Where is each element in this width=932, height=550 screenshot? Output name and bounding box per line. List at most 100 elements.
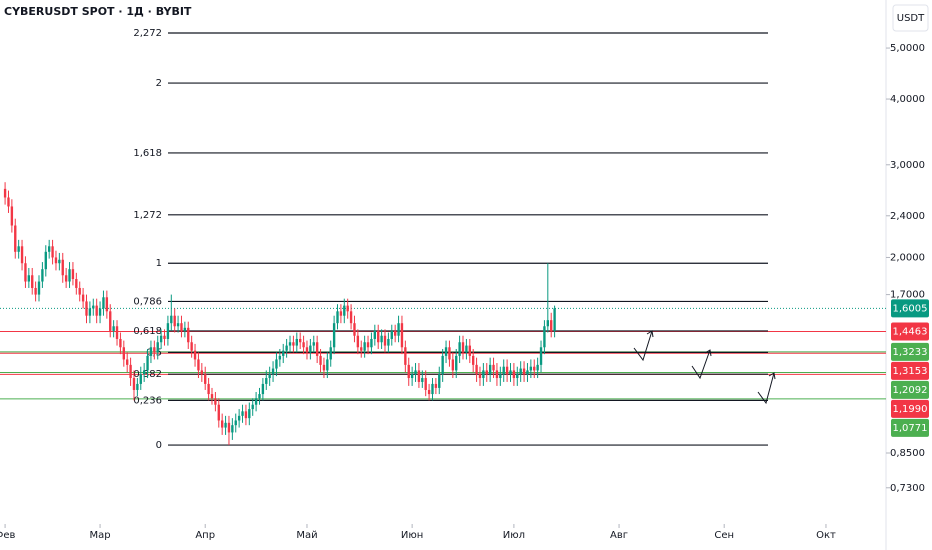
candle-body [34, 287, 37, 295]
candle-body [339, 311, 343, 316]
candle-body [210, 394, 214, 399]
currency-button[interactable] [892, 4, 929, 32]
candle-body [539, 347, 543, 365]
x-tick-label: Апр [195, 530, 215, 541]
y-tick-label: 5,0000 [890, 43, 925, 54]
candle-body [51, 246, 54, 258]
candle-body [153, 347, 156, 353]
candle-body [20, 246, 24, 264]
candle-body [214, 398, 217, 405]
candle-body [478, 374, 482, 379]
candle-body [58, 259, 61, 264]
candle-body [88, 308, 92, 316]
candle-body [465, 345, 468, 353]
candle-body [285, 345, 288, 351]
arrow-path [633, 330, 653, 362]
candle-body [129, 364, 132, 379]
currency-label[interactable]: USDT [897, 13, 925, 24]
candle-body [248, 409, 251, 419]
candle-body [482, 370, 485, 379]
candle-body [163, 335, 166, 339]
candle-body [309, 345, 312, 353]
candle-body [356, 335, 360, 348]
price-badge-label: 1,1990 [893, 404, 928, 415]
candle-body [475, 364, 478, 375]
candle-body [461, 342, 465, 353]
candle-body [526, 370, 529, 375]
candle-body [200, 370, 204, 375]
candle-body [112, 326, 115, 331]
fib-label: 2,272 [133, 28, 162, 39]
x-tick-label: Мар [90, 530, 111, 541]
candle-body [37, 281, 41, 295]
candle-body [434, 383, 438, 388]
candle-body [380, 335, 383, 343]
candle-body [305, 347, 309, 353]
candle-body [288, 342, 292, 346]
price-badge [891, 380, 929, 399]
candle-body [126, 359, 129, 365]
candle-body [78, 287, 81, 295]
fib-layer: 2,27221,6181,27210,7860,6180,50,3820,236… [133, 28, 768, 451]
candle-body [204, 374, 207, 384]
candle-body [329, 347, 332, 360]
candle-body [536, 364, 539, 371]
candle-body [550, 320, 553, 331]
candle-body [343, 305, 346, 316]
y-tick-label: 0,8500 [890, 448, 925, 459]
price-badge [891, 322, 929, 341]
arrow-head [646, 330, 654, 338]
candle-body [231, 425, 234, 433]
candle-body [322, 364, 326, 371]
candle-body [451, 359, 455, 371]
price-badge [891, 418, 929, 437]
candle-body [64, 275, 68, 282]
candle-body [404, 347, 407, 365]
candles-layer [3, 182, 556, 446]
candle-body [292, 342, 295, 346]
candle-body [424, 378, 427, 390]
candle-body [349, 311, 353, 324]
candle-body [105, 297, 109, 312]
candle-body [31, 275, 34, 288]
candle-body [363, 342, 366, 351]
candle-body [68, 269, 71, 282]
candle-body [193, 350, 197, 360]
candle-body [10, 206, 14, 226]
fib-label: 0,236 [133, 395, 162, 406]
arrow-head [768, 372, 776, 380]
candle-body [81, 294, 85, 302]
candle-body [207, 383, 210, 395]
x-tick-label: Июл [503, 530, 525, 541]
candle-body [251, 404, 254, 410]
x-tick-label: Сен [714, 530, 734, 541]
fib-label: 2 [156, 78, 162, 89]
arrow-path [757, 372, 775, 405]
candle-body [217, 404, 220, 421]
candle-body [319, 355, 322, 365]
fib-label: 1,272 [133, 210, 162, 221]
candle-body [234, 420, 237, 426]
axis-layer: 5,0000 4,0000 3,0000 2,4000 2,0000 1,7000 0,85… [0, 43, 929, 541]
candle-body [543, 326, 546, 348]
candle-body [224, 422, 227, 428]
candle-body [237, 415, 241, 421]
candle-body [377, 330, 380, 343]
candle-body [505, 366, 509, 375]
candle-body [187, 327, 190, 343]
chart-title: CYBERUSDT SPOT · 1Д · BYBIT [4, 5, 192, 18]
candle-body [533, 366, 536, 371]
candle-body [407, 364, 410, 379]
price-badge-label: 1,3153 [893, 366, 928, 377]
candle-body [315, 342, 319, 356]
y-tick-label: 3,0000 [890, 160, 925, 171]
candle-body [75, 279, 78, 288]
candle-body [512, 370, 516, 379]
candle-body [485, 370, 488, 375]
candle-body [254, 398, 258, 405]
candle-body [220, 420, 224, 428]
candle-body [14, 225, 17, 252]
price-badge-label: 1,3233 [893, 347, 928, 358]
candle-body [546, 320, 550, 327]
price-badge-label: 1,0771 [893, 423, 928, 434]
